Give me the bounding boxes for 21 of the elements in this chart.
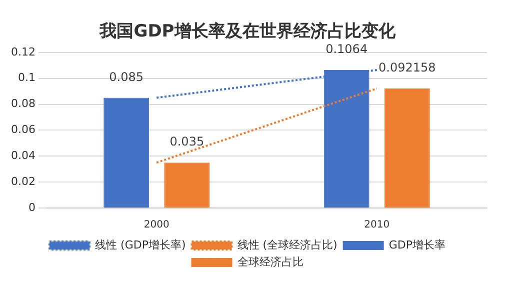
x-tick-label: 2010 — [364, 220, 390, 231]
bar — [164, 162, 210, 208]
legend-label: 线性 (全球经济占比) — [237, 238, 338, 252]
legend-label: 线性 (GDP增长率) — [95, 238, 186, 252]
data-label: 0.092158 — [378, 60, 436, 75]
legend-label: GDP增长率 — [388, 238, 446, 252]
y-tick-label: 0.06 — [10, 123, 36, 136]
legend-label: 全球经济占比 — [237, 255, 304, 268]
data-label: 0.035 — [170, 134, 204, 149]
bar — [104, 98, 150, 208]
y-tick-label: 0.02 — [10, 174, 36, 188]
y-tick-label: 0.12 — [10, 45, 36, 58]
y-tick-label: 0 — [28, 200, 36, 214]
x-tick-label: 2000 — [144, 220, 170, 231]
y-tick-label: 0.08 — [10, 97, 36, 110]
chart-title: 我国GDP增长率及在世界经济占比变化 — [98, 22, 396, 42]
y-tick-label: 0.04 — [10, 148, 36, 162]
bar — [384, 88, 430, 208]
data-label: 0.1064 — [326, 42, 368, 56]
data-label: 0.085 — [109, 70, 144, 84]
y-tick-label: 0.1 — [18, 71, 36, 84]
